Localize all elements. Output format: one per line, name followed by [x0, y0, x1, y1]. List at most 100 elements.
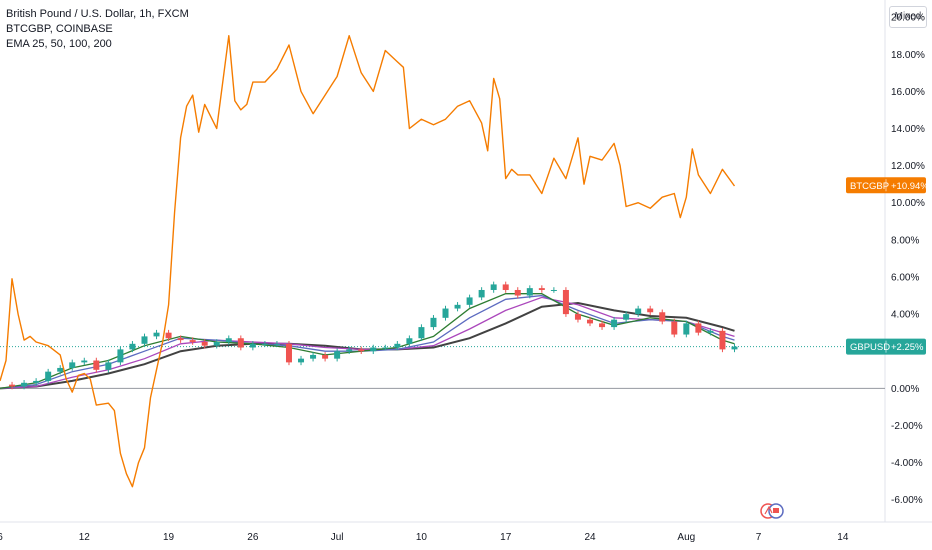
- y-tick-label: 6.00%: [891, 272, 919, 283]
- candle-body: [671, 321, 678, 335]
- series-gbpusd: [9, 281, 738, 390]
- candle-body: [346, 349, 353, 352]
- candle-body: [526, 288, 533, 296]
- series-btcgbp: [0, 35, 736, 488]
- candle-body: [141, 336, 148, 344]
- y-tick-label: 12.00%: [891, 161, 925, 172]
- x-tick-label: 17: [500, 532, 512, 543]
- candle-body: [478, 289, 485, 298]
- y-tick-label: -6.00%: [891, 495, 923, 506]
- candle-body: [587, 319, 593, 324]
- compare-symbol-title[interactable]: BTCGBP, COINBASE: [6, 23, 113, 35]
- economic-events-icon[interactable]: [760, 503, 784, 519]
- candle-body: [418, 327, 425, 339]
- candle-body: [129, 343, 136, 350]
- candle-body: [731, 346, 738, 350]
- x-tick-label: 14: [837, 532, 849, 543]
- candle-body: [273, 343, 280, 345]
- candle-body: [334, 351, 341, 359]
- series-ema50: [0, 294, 735, 390]
- candle-body: [490, 284, 497, 290]
- y-tick-label: 8.00%: [891, 235, 919, 246]
- candle-body: [21, 382, 28, 387]
- candle-body: [623, 314, 630, 320]
- candle-body: [33, 380, 40, 383]
- candle-body: [454, 304, 461, 309]
- candle-body: [237, 338, 244, 348]
- price-tag-value: +10.94%: [891, 181, 929, 192]
- indicator-title[interactable]: EMA 25, 50, 100, 200: [6, 38, 112, 50]
- x-tick-label: 7: [756, 532, 762, 543]
- candle-body: [659, 312, 666, 322]
- candle-body: [370, 347, 377, 352]
- candle-body: [707, 330, 714, 333]
- candle-body: [502, 284, 509, 290]
- price-tag-symbol: BTCGBP: [850, 181, 889, 192]
- candle-body: [285, 343, 292, 363]
- x-tick-label: 6: [0, 532, 3, 543]
- candle-body: [153, 332, 160, 337]
- main-symbol-title[interactable]: British Pound / U.S. Dollar, 1h, FXCM: [6, 8, 189, 20]
- candle-body: [647, 308, 654, 313]
- y-tick-label: 14.00%: [891, 124, 925, 135]
- y-tick-label: 0.00%: [891, 384, 919, 395]
- candle-body: [466, 297, 473, 305]
- candle-body: [249, 343, 256, 348]
- y-tick-label: 4.00%: [891, 310, 919, 321]
- x-tick-label: 26: [247, 532, 259, 543]
- candle-body: [382, 347, 389, 349]
- candle-body: [105, 362, 112, 370]
- candle-body: [442, 308, 449, 318]
- price-tag-gbpusd: GBPUSD +2.25%: [846, 338, 926, 355]
- y-tick-label: 16.00%: [891, 87, 925, 98]
- x-tick-label: Aug: [677, 532, 695, 543]
- chart-legend: British Pound / U.S. Dollar, 1h, FXCM BT…: [6, 7, 189, 52]
- candle-body: [81, 360, 88, 363]
- candle-body: [538, 288, 545, 290]
- candle-body: [117, 349, 124, 363]
- candle-body: [683, 323, 690, 335]
- x-tick-label: 24: [584, 532, 596, 543]
- y-tick-label: 18.00%: [891, 50, 925, 61]
- candle-body: [177, 338, 184, 341]
- candle-body: [322, 354, 329, 359]
- x-tick-label: 12: [79, 532, 91, 543]
- candle-body: [298, 358, 305, 363]
- candle-body: [165, 332, 172, 339]
- event-glyph-icon: [764, 505, 773, 515]
- candle-body: [9, 384, 16, 387]
- x-tick-label: 10: [416, 532, 428, 543]
- candle-body: [574, 314, 581, 320]
- x-tick-label: Jul: [331, 532, 344, 543]
- candle-body: [635, 308, 642, 315]
- price-tag-symbol: GBPUSD: [850, 342, 890, 353]
- candle-body: [201, 341, 208, 346]
- candle-body: [599, 323, 606, 328]
- candle-body: [430, 317, 437, 328]
- scale-mode-button[interactable]: Mixed: [889, 6, 927, 28]
- y-tick-label: -2.00%: [891, 421, 923, 432]
- event-glyph-icon: [773, 508, 779, 513]
- candle-body: [514, 289, 521, 296]
- candle-body: [57, 367, 64, 372]
- candle-body: [93, 360, 100, 370]
- candle-body: [719, 330, 726, 350]
- candle-body: [406, 338, 413, 344]
- candle-body: [394, 343, 401, 348]
- candle-body: [225, 338, 232, 342]
- candle-body: [611, 319, 618, 328]
- y-tick-label: 10.00%: [891, 198, 925, 209]
- candle-body: [213, 341, 220, 346]
- candle-body: [358, 349, 365, 352]
- candle-body: [189, 340, 196, 342]
- series-ema25: [0, 293, 735, 390]
- candle-body: [550, 289, 557, 291]
- candle-body: [695, 323, 702, 333]
- price-tag-value: +2.25%: [891, 342, 924, 353]
- y-tick-label: 20.00%: [891, 13, 925, 24]
- candle-body: [310, 354, 317, 359]
- candle-body: [261, 343, 268, 345]
- candle-body: [69, 362, 76, 368]
- candle-body: [45, 371, 52, 381]
